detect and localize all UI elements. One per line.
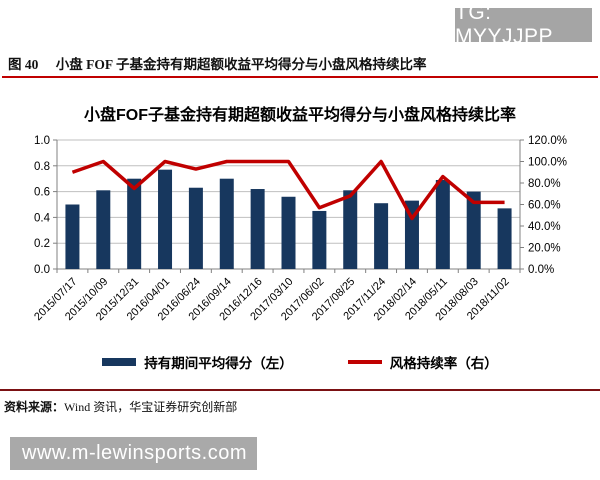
right-axis-tick-label: 0.0% xyxy=(528,264,554,276)
left-axis-tick-label: 1.0 xyxy=(34,135,50,147)
tg-banner-text: TG: MYYJJPP xyxy=(455,1,554,48)
bar xyxy=(312,210,327,269)
chart-legend: 持有期间平均得分（左） 风格持续率（右） xyxy=(0,352,600,372)
figure-caption-text: 小盘 FOF 子基金持有期超额收益平均得分与小盘风格持续比率 xyxy=(55,57,427,72)
bar xyxy=(65,204,80,269)
bar xyxy=(497,208,512,269)
chart-title: 小盘FOF子基金持有期超额收益平均得分与小盘风格持续比率 xyxy=(84,107,516,124)
source-dark-rule xyxy=(0,389,600,391)
bar xyxy=(127,178,142,269)
figure-caption: 图 40 小盘 FOF 子基金持有期超额收益平均得分与小盘风格持续比率 xyxy=(8,53,427,73)
bar xyxy=(281,196,296,269)
tg-banner: TG: MYYJJPP xyxy=(455,1,592,48)
bar-series-swatch xyxy=(102,358,137,366)
legend-label-score: 持有期间平均得分（左） xyxy=(144,356,293,371)
style-persistence-line xyxy=(71,159,505,221)
bar xyxy=(219,178,234,269)
bar xyxy=(158,169,173,269)
watermark-banner: www.m-lewinsports.com xyxy=(10,437,257,470)
left-axis-tick-label: 0.6 xyxy=(34,187,50,199)
bar xyxy=(343,190,358,269)
left-axis-tick-label: 0.2 xyxy=(34,238,50,250)
bar xyxy=(188,187,203,269)
line-series-swatch xyxy=(347,360,382,364)
bar xyxy=(404,200,419,269)
right-axis-tick-label: 100.0% xyxy=(528,157,567,169)
bar xyxy=(466,191,481,269)
left-axis-tick-label: 0.8 xyxy=(34,161,50,173)
watermark-text: www.m-lewinsports.com xyxy=(22,442,247,464)
source-label: 资料来源： xyxy=(4,400,65,414)
bar xyxy=(96,190,111,269)
legend-item-score: 持有期间平均得分（左） xyxy=(102,352,293,372)
caption-red-rule xyxy=(2,76,598,78)
legend-item-persistence: 风格持续率（右） xyxy=(347,352,498,372)
right-axis-tick-label: 120.0% xyxy=(528,135,567,147)
source-line: 资料来源：Wind 资讯，华宝证券研究创新部 xyxy=(4,398,237,415)
left-axis-tick-label: 0.4 xyxy=(34,212,51,224)
left-axis-tick-label: 0.0 xyxy=(34,264,50,276)
figure-number: 图 40 xyxy=(8,57,39,72)
bar xyxy=(435,179,450,269)
right-axis-tick-label: 80.0% xyxy=(528,178,561,190)
right-axis-tick-label: 60.0% xyxy=(528,200,561,212)
source-text: Wind 资讯，华宝证券研究创新部 xyxy=(64,400,238,414)
legend-label-persistence: 风格持续率（右） xyxy=(389,356,498,371)
bar xyxy=(374,203,389,269)
bar xyxy=(250,189,265,269)
right-axis-tick-label: 20.0% xyxy=(528,243,561,255)
combo-chart: 0.0 0.2 0.4 0.6 0.8 1.0 0.0% 20.0% 40.0% 60.0% 80.… xyxy=(32,135,567,323)
right-axis-tick-label: 40.0% xyxy=(528,221,561,233)
